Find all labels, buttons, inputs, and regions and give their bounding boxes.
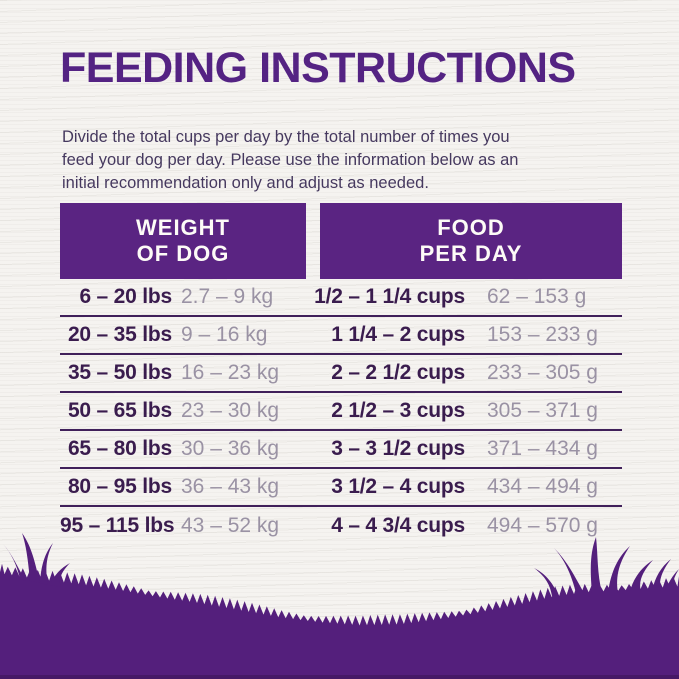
table-row: 65 – 80 lbs 30 – 36 kg 3 – 3 1/2 cups 37… <box>60 431 622 469</box>
weight-lbs-cell: 6 – 20 lbs <box>79 285 172 308</box>
table-header-row: WEIGHT OF DOG FOOD PER DAY <box>60 203 622 279</box>
header-line: OF DOG <box>136 241 230 266</box>
table-row: 95 – 115 lbs 43 – 52 kg 4 – 4 3/4 cups 4… <box>60 507 622 545</box>
weight-lbs-cell: 80 – 95 lbs <box>67 475 172 498</box>
food-cups-cell: 3 1/2 – 4 cups <box>331 475 465 498</box>
food-grams-cell: 305 – 371 g <box>487 399 598 422</box>
weight-kg-cell: 2.7 – 9 kg <box>181 285 274 308</box>
food-grams-cell: 371 – 434 g <box>487 437 598 460</box>
weight-kg-cell: 16 – 23 kg <box>181 361 280 384</box>
column-header-weight-of-dog: WEIGHT OF DOG <box>60 203 306 279</box>
weight-lbs-cell: 50 – 65 lbs <box>67 399 172 422</box>
food-grams-cell: 233 – 305 g <box>487 361 598 384</box>
food-grams-cell: 62 – 153 g <box>487 285 587 308</box>
weight-lbs-cell: 65 – 80 lbs <box>67 437 172 460</box>
weight-lbs-cell: 95 – 115 lbs <box>60 514 175 537</box>
intro-line: feed your dog per day. Please use the in… <box>62 151 519 169</box>
weight-lbs-cell: 20 – 35 lbs <box>67 323 172 346</box>
intro-text: Divide the total cups per day by the tot… <box>62 126 518 195</box>
intro-line: Divide the total cups per day by the tot… <box>62 128 510 146</box>
header-line: FOOD <box>437 215 505 240</box>
table-row: 35 – 50 lbs 16 – 23 kg 2 – 2 1/2 cups 23… <box>60 355 622 393</box>
page-title: FEEDING INSTRUCTIONS <box>60 44 576 92</box>
food-grams-cell: 494 – 570 g <box>487 514 598 537</box>
table-row: 50 – 65 lbs 23 – 30 kg 2 1/2 – 3 cups 30… <box>60 393 622 431</box>
weight-lbs-cell: 35 – 50 lbs <box>67 361 172 384</box>
weight-kg-cell: 30 – 36 kg <box>181 437 280 460</box>
table-row: 80 – 95 lbs 36 – 43 kg 3 1/2 – 4 cups 43… <box>60 469 622 507</box>
food-cups-cell: 4 – 4 3/4 cups <box>331 514 465 537</box>
food-cups-cell: 2 – 2 1/2 cups <box>331 361 465 384</box>
intro-line: initial recommendation only and adjust a… <box>62 174 429 192</box>
weight-kg-cell: 9 – 16 kg <box>181 323 268 346</box>
food-cups-cell: 1/2 – 1 1/4 cups <box>314 285 465 308</box>
food-grams-cell: 153 – 233 g <box>487 323 598 346</box>
table-row: 6 – 20 lbs 2.7 – 9 kg 1/2 – 1 1/4 cups 6… <box>60 279 622 317</box>
header-line: PER DAY <box>419 241 523 266</box>
food-cups-cell: 1 1/4 – 2 cups <box>331 323 465 346</box>
header-line: WEIGHT <box>136 215 230 240</box>
weight-kg-cell: 36 – 43 kg <box>181 475 280 498</box>
column-header-food-per-day: FOOD PER DAY <box>320 203 622 279</box>
weight-kg-cell: 23 – 30 kg <box>181 399 280 422</box>
food-cups-cell: 3 – 3 1/2 cups <box>331 437 465 460</box>
weight-kg-cell: 43 – 52 kg <box>181 514 280 537</box>
table-body: 6 – 20 lbs 2.7 – 9 kg 1/2 – 1 1/4 cups 6… <box>60 279 622 545</box>
grass-silhouette-icon <box>0 533 679 679</box>
table-row: 20 – 35 lbs 9 – 16 kg 1 1/4 – 2 cups 153… <box>60 317 622 355</box>
food-grams-cell: 434 – 494 g <box>487 475 598 498</box>
food-cups-cell: 2 1/2 – 3 cups <box>331 399 465 422</box>
feeding-table: WEIGHT OF DOG FOOD PER DAY 6 – 20 lbs 2.… <box>60 203 622 545</box>
